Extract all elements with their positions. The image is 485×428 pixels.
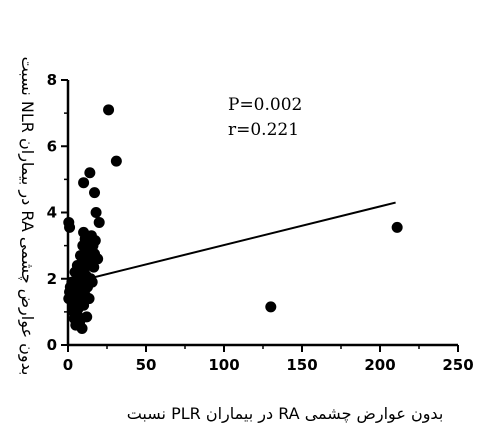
axes: 0 2 4 6 8 0 50 100 150 200 250 <box>47 71 474 374</box>
data-point <box>76 322 88 334</box>
data-point <box>265 301 277 313</box>
data-point <box>78 177 90 189</box>
data-point <box>83 293 95 305</box>
y-tick-label: 6 <box>47 137 57 155</box>
data-point <box>90 207 102 218</box>
x-tick-label: 0 <box>63 356 73 374</box>
data-point <box>391 221 403 233</box>
data-point <box>86 276 98 288</box>
data-point <box>92 253 104 265</box>
x-tick-label: 100 <box>208 356 239 374</box>
data-point <box>103 104 115 116</box>
x-tick-label: 150 <box>286 356 317 374</box>
data-point <box>110 155 122 167</box>
x-axis-title: نسبت PLR در بیماران RA بدون عوارض چشمی <box>127 404 444 424</box>
data-point <box>93 216 105 228</box>
data-point <box>89 187 101 199</box>
data-points <box>63 104 403 334</box>
y-tick-label: 8 <box>47 71 57 89</box>
r-value-annotation: r=0.221 <box>228 120 299 140</box>
y-tick-label: 0 <box>47 336 57 354</box>
y-tick-label: 2 <box>47 270 57 288</box>
data-point <box>88 261 100 273</box>
x-tick-label: 200 <box>364 356 395 374</box>
x-tick-label: 250 <box>442 356 473 374</box>
data-point <box>81 311 93 323</box>
data-point <box>64 221 76 233</box>
x-tick-label: 50 <box>136 356 157 374</box>
data-point <box>84 167 96 179</box>
regression-line <box>67 201 396 285</box>
y-axis-title: نسبت NLR در بیماران RA بدون عوارض چشمی <box>17 57 37 376</box>
data-point <box>89 235 101 247</box>
p-value-annotation: P=0.002 <box>228 95 302 115</box>
y-tick-label: 4 <box>47 204 57 222</box>
